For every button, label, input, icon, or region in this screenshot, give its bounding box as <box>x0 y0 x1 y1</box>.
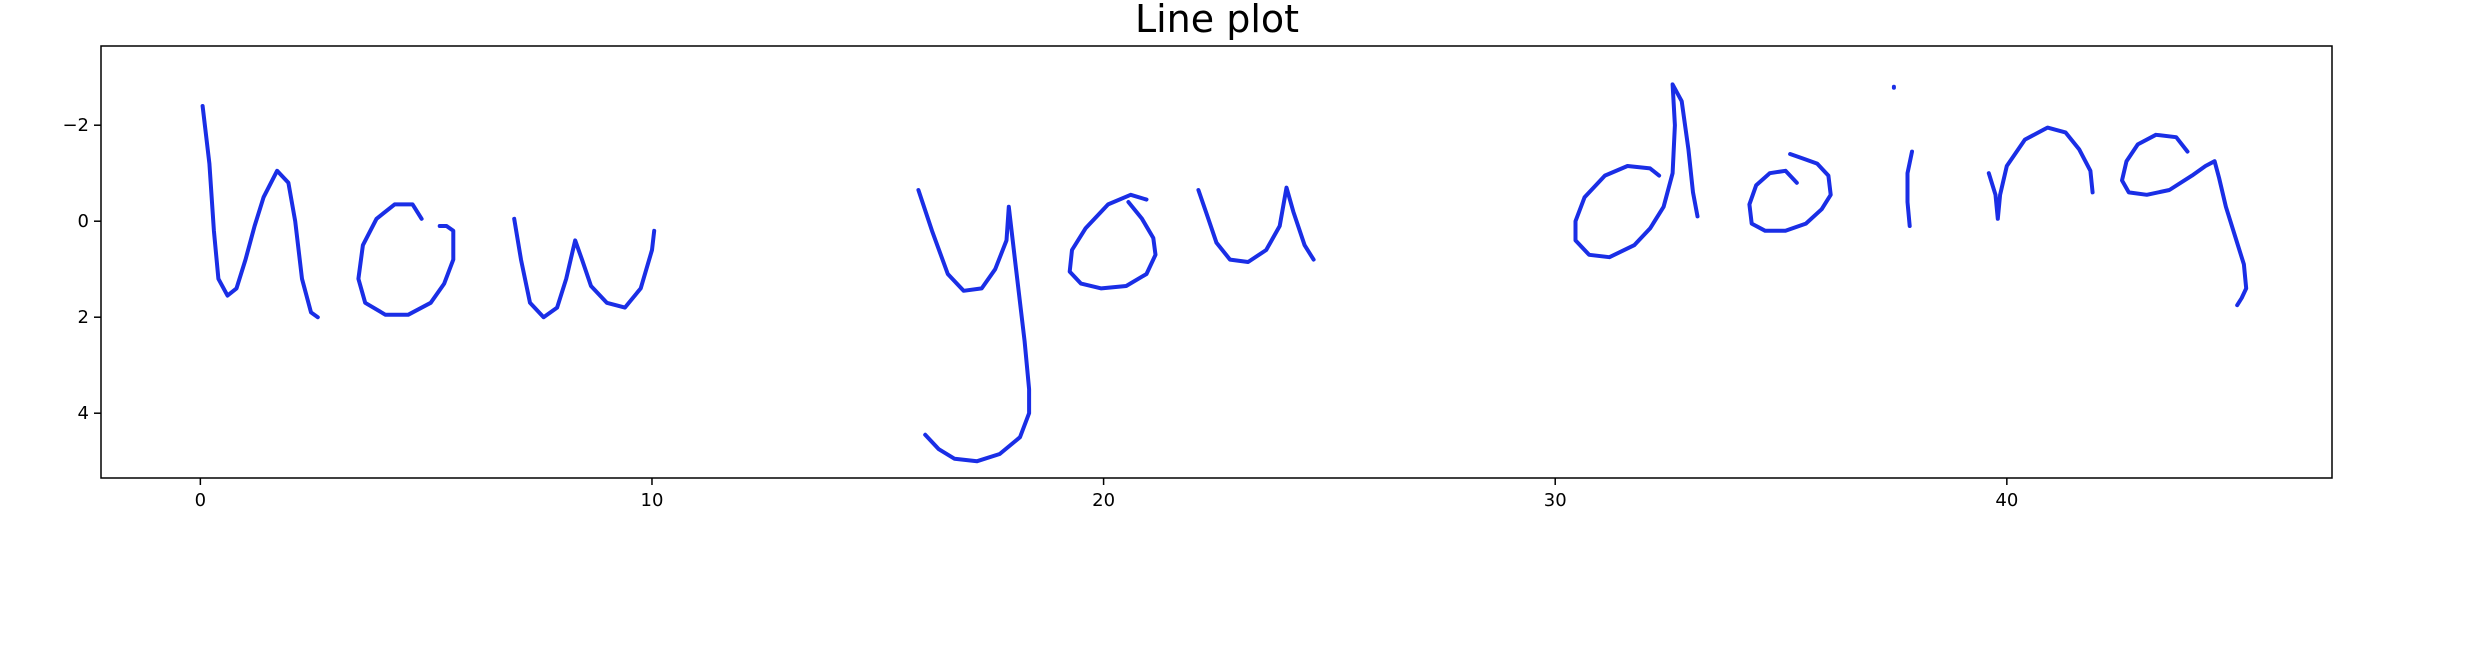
plot-area-frame <box>100 45 2333 479</box>
series-line-segment <box>916 188 1032 464</box>
series-line-segment <box>356 202 456 317</box>
y-tick-label: 0 <box>78 211 89 232</box>
series-line-segment <box>1573 82 1700 260</box>
series-line-segment <box>1747 152 1833 233</box>
x-tick-label: 10 <box>641 490 664 511</box>
x-tick-label: 30 <box>1544 490 1567 511</box>
series-line-segment <box>1067 192 1158 291</box>
chart-title: Line plot <box>1135 0 1299 41</box>
x-tick-label: 20 <box>1092 490 1115 511</box>
series-line-segment <box>200 104 320 320</box>
y-tick-label: 4 <box>78 403 89 424</box>
series-line-segment <box>2120 132 2249 308</box>
series-line-segment <box>1986 125 2095 221</box>
y-tick-label: −2 <box>62 115 89 136</box>
series-line-segment <box>1196 185 1316 264</box>
x-tick-label: 40 <box>1995 490 2018 511</box>
series-line-segment <box>1905 149 1914 228</box>
x-tick-label: 0 <box>195 490 206 511</box>
series-line-segment <box>512 216 657 320</box>
y-tick-label: 2 <box>78 307 89 328</box>
handwriting-strokes <box>200 82 2249 464</box>
axis-ticks: 0 10 20 30 40 −2 0 2 4 <box>62 115 2018 511</box>
